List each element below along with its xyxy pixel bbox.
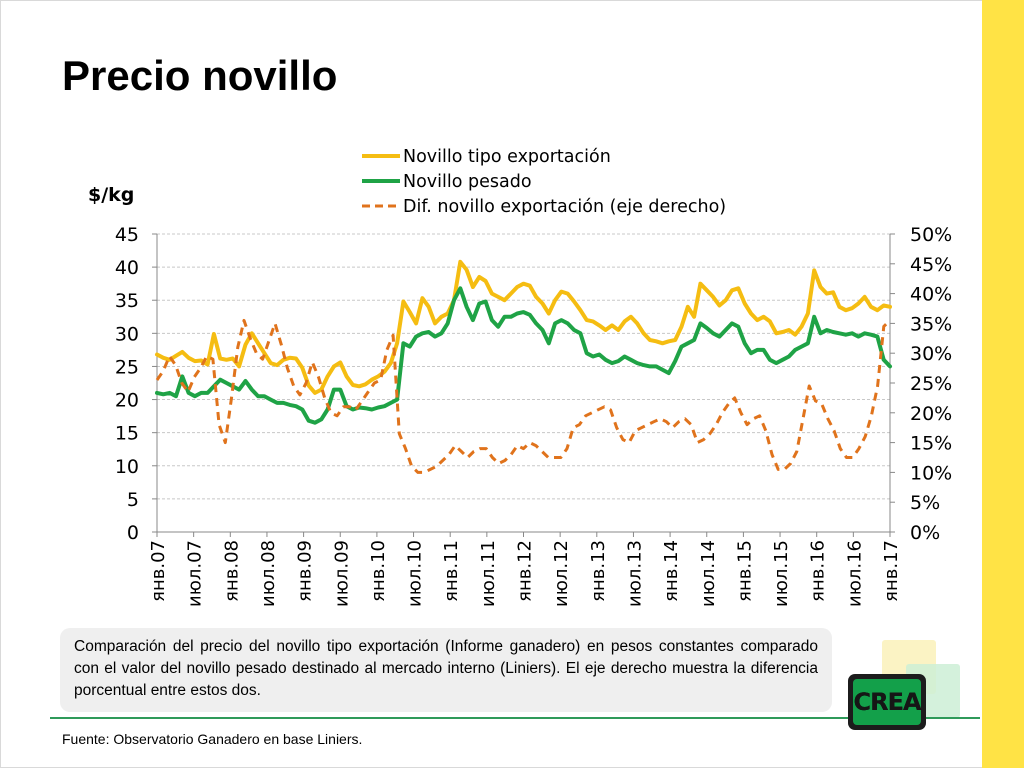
series-line-3 xyxy=(155,318,892,474)
y-tick-label: 5 xyxy=(127,489,139,511)
series-line-1 xyxy=(155,259,892,395)
legend-label-3: Dif. novillo exportación (eje derecho) xyxy=(403,197,726,217)
y-tick-label: 10 xyxy=(115,456,139,478)
x-tick-label: июл.12 xyxy=(551,540,572,607)
y-tick-label: 0 xyxy=(127,522,139,544)
x-tick-label: янв.14 xyxy=(661,540,682,602)
x-tick-label: июл.07 xyxy=(185,540,206,607)
x-tick-label: июл.10 xyxy=(405,540,426,607)
series-line-2 xyxy=(155,286,892,425)
x-tick-label: июл.13 xyxy=(624,540,645,607)
y2-tick-label: 30% xyxy=(910,343,952,365)
x-tick-label: янв.16 xyxy=(808,540,829,602)
price-line-chart: 0 5 10 15 20 25 30 35 40 45 0% 5% 10% 15% 20% 25% 30% 35%… xyxy=(88,147,952,607)
x-tick-label: июл.08 xyxy=(258,540,279,607)
x-tick-label: янв.15 xyxy=(734,540,755,602)
y-tick-label: 25 xyxy=(115,356,139,378)
crea-logo: CREA xyxy=(848,674,926,730)
y2-tick-label: 0% xyxy=(910,522,940,544)
x-tick-label: июл.15 xyxy=(771,540,792,607)
x-tick-label: янв.09 xyxy=(295,540,316,602)
y2-tick-label: 25% xyxy=(910,373,952,395)
legend-label-2: Novillo pesado xyxy=(403,172,532,192)
y-tick-label: 15 xyxy=(115,423,139,445)
y-tick-label: 30 xyxy=(115,323,139,345)
x-tick-label: июл.14 xyxy=(698,540,719,607)
x-tick-label: янв.10 xyxy=(368,540,389,602)
x-tick-label: янв.07 xyxy=(148,540,169,602)
y-tick-label: 35 xyxy=(115,290,139,312)
y2-tick-label: 10% xyxy=(910,462,952,484)
x-tick-label: июл.09 xyxy=(331,540,352,607)
y2-tick-label: 35% xyxy=(910,313,952,335)
y2-tick-label: 5% xyxy=(910,492,940,514)
footer-rule xyxy=(50,717,980,719)
x-tick-label: июл.16 xyxy=(844,540,865,607)
y-tick-label: 20 xyxy=(115,390,139,412)
side-accent-bar xyxy=(982,0,1024,768)
x-tick-label: янв.08 xyxy=(221,540,242,602)
page-title: Precio novillo xyxy=(62,52,338,99)
source-note: Fuente: Observatorio Ganadero en base Li… xyxy=(62,731,363,747)
y-tick-label: 45 xyxy=(115,224,139,246)
x-tick-label: янв.11 xyxy=(441,540,462,602)
crea-logo-text: CREA xyxy=(853,679,922,725)
y-tick-label: 40 xyxy=(115,257,139,279)
y-axis-label: $/kg xyxy=(88,184,134,206)
x-tick-label: июл.11 xyxy=(478,540,499,607)
x-tick-label: янв.13 xyxy=(588,540,609,602)
x-tick-label: янв.12 xyxy=(515,540,536,602)
y2-tick-label: 45% xyxy=(910,254,952,276)
y2-tick-label: 50% xyxy=(910,224,952,246)
x-tick-label: янв.17 xyxy=(881,540,902,602)
y2-tick-label: 40% xyxy=(910,284,952,306)
legend-label-1: Novillo tipo exportación xyxy=(403,147,611,167)
y2-tick-label: 15% xyxy=(910,433,952,455)
y2-tick-label: 20% xyxy=(910,403,952,425)
chart-caption: Comparación del precio del novillo tipo … xyxy=(60,628,832,712)
